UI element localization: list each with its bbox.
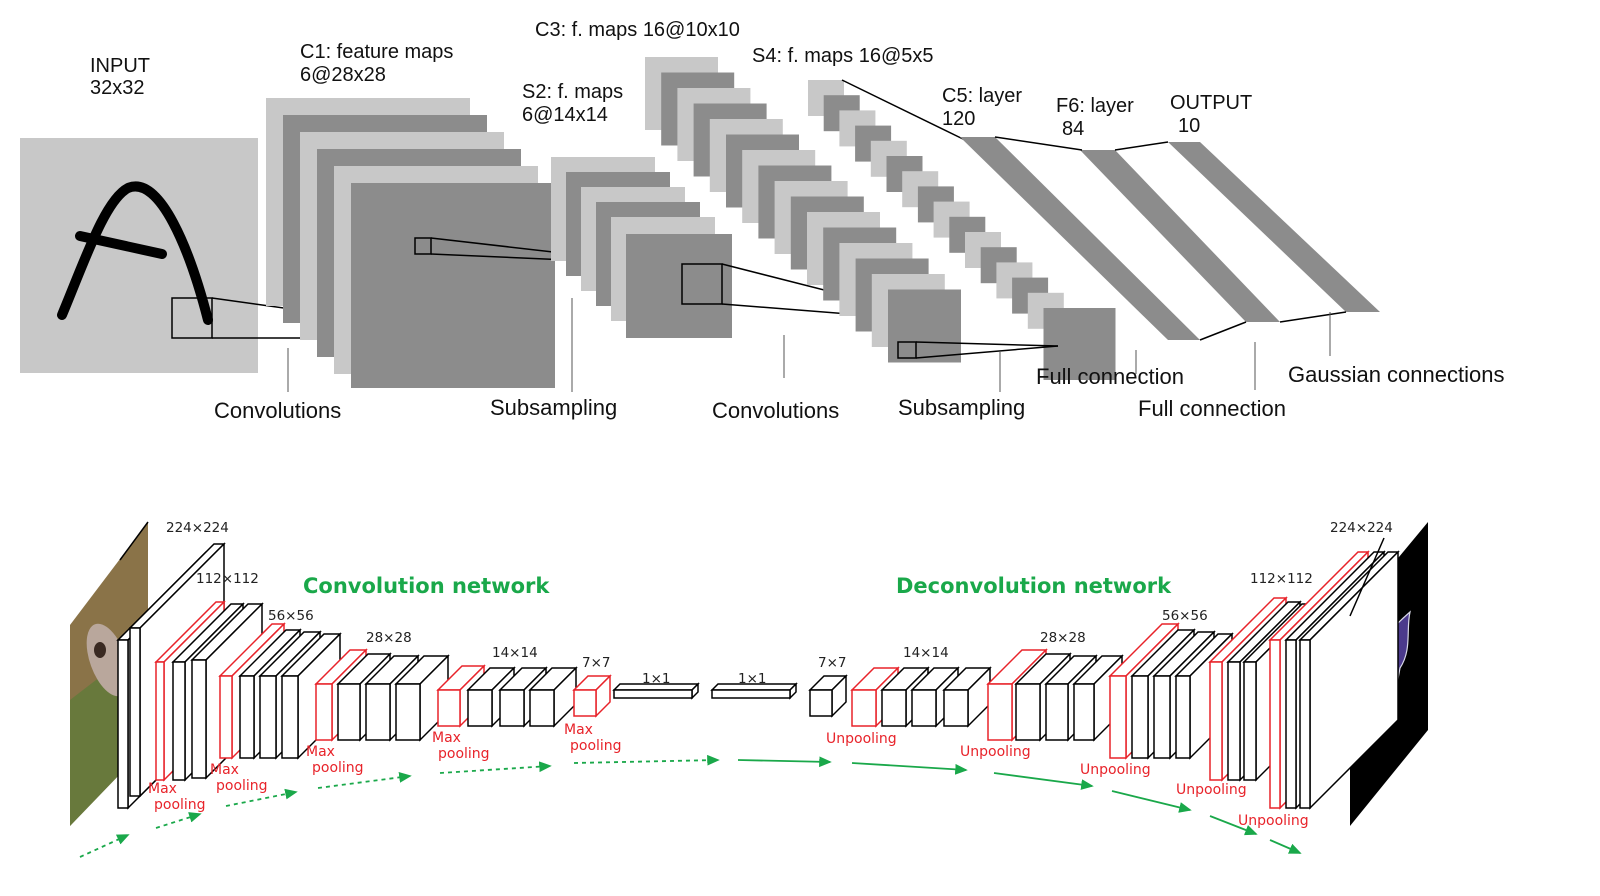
- flow-arrow: [737, 756, 832, 768]
- deconvolution-network-label: Deconvolution network: [896, 574, 1172, 598]
- dec-size-7: 7×7: [818, 655, 847, 671]
- flow-arrow: [1209, 815, 1258, 836]
- receptive-field-box: [171, 297, 213, 339]
- flow-arrow: [993, 772, 1094, 790]
- deconv-layer-7: [808, 674, 848, 718]
- s4-map: [1043, 308, 1116, 380]
- c3-label: C3: f. maps 16@10x10: [535, 19, 740, 41]
- c3-map: [888, 289, 961, 363]
- c5-title: C5: layer: [942, 85, 1022, 107]
- dec-size-14: 14×14: [903, 645, 949, 661]
- flow-arrow: [439, 761, 552, 774]
- fc-layer-1: [612, 682, 700, 700]
- s4-receptive-box: [897, 341, 917, 359]
- unpooling-label-5: Unpooling: [1238, 813, 1309, 829]
- c3-feature-maps: [645, 57, 961, 363]
- conv-layer-14: [528, 666, 578, 728]
- flow-arrow: [79, 834, 130, 858]
- dec-size-1: 1×1: [738, 671, 767, 687]
- max-pooling-label-1: Max pooling: [148, 781, 206, 813]
- max-pooling-label-3: Max pooling: [306, 744, 364, 776]
- enc-size-14: 14×14: [492, 645, 538, 661]
- enc-size-56: 56×56: [268, 608, 314, 624]
- pool-layer-14: [436, 664, 486, 728]
- deconv-layer-224: [1298, 550, 1400, 810]
- c1-title: C1: feature maps: [300, 41, 453, 63]
- output-size: 10: [1178, 115, 1200, 137]
- pool-layer-7: [572, 674, 612, 718]
- c1-feature-maps: [266, 98, 659, 388]
- input-size: 32x32: [90, 77, 145, 99]
- lenet-diagram: INPUT 32x32 C1: feature maps 6@28x28 S2:…: [20, 19, 1504, 423]
- dec-size-224: 224×224: [1330, 520, 1393, 536]
- op-subsampling-2: Subsampling: [898, 395, 1025, 420]
- enc-size-28: 28×28: [366, 630, 412, 646]
- max-pooling-label-2: Max pooling: [210, 762, 268, 794]
- unpooling-label-4: Unpooling: [1176, 782, 1247, 798]
- f6-title: F6: layer: [1056, 95, 1134, 117]
- input-image: [20, 138, 258, 373]
- op-convolutions-2: Convolutions: [712, 398, 839, 423]
- flow-arrow: [573, 754, 720, 766]
- convolution-network-label: Convolution network: [303, 574, 550, 598]
- max-pooling-label-5: Max pooling: [564, 722, 622, 754]
- max-pooling-label-4: Max pooling: [432, 730, 490, 762]
- flow-arrow: [851, 762, 968, 775]
- s4-feature-maps: [808, 80, 1116, 380]
- fc-layer-1: [710, 682, 798, 700]
- c5-size: 120: [942, 108, 975, 130]
- dec-size-28: 28×28: [1040, 630, 1086, 646]
- output-title: OUTPUT: [1170, 92, 1252, 114]
- op-full-connection-2: Full connection: [1138, 396, 1286, 421]
- s2-size: 6@14x14: [522, 104, 608, 126]
- op-convolutions-1: Convolutions: [214, 398, 341, 423]
- flow-arrow: [1269, 839, 1302, 854]
- handwritten-a-glyph: [57, 181, 213, 325]
- dec-size-56: 56×56: [1162, 608, 1208, 624]
- f6-layer: [1080, 150, 1280, 322]
- c1-size: 6@28x28: [300, 64, 386, 86]
- input-title: INPUT: [90, 55, 150, 77]
- flow-arrow: [155, 812, 202, 829]
- op-full-connection-1: Full connection: [1036, 364, 1184, 389]
- dec-size-112: 112×112: [1250, 571, 1313, 587]
- unpooling-label-3: Unpooling: [1080, 762, 1151, 778]
- enc-size-224: 224×224: [166, 520, 229, 536]
- flow-arrow: [1111, 790, 1192, 813]
- c5-layer: [960, 137, 1200, 340]
- flow-arrow: [225, 788, 298, 807]
- s2-title: S2: f. maps: [522, 81, 623, 103]
- unpooling-label-1: Unpooling: [826, 731, 897, 747]
- s4-label: S4: f. maps 16@5x5: [752, 45, 934, 67]
- deconvnet-diagram: Convolution network Deconvolution networ…: [70, 520, 1428, 858]
- s2-feature-maps: [551, 157, 951, 338]
- output-layer: [1168, 142, 1380, 312]
- enc-size-112: 112×112: [196, 571, 259, 587]
- unpooling-label-2: Unpooling: [960, 744, 1031, 760]
- op-gaussian-connections: Gaussian connections: [1288, 362, 1504, 387]
- flow-arrow: [317, 772, 412, 789]
- op-subsampling-1: Subsampling: [490, 395, 617, 420]
- f6-size: 84: [1062, 118, 1084, 140]
- enc-size-1: 1×1: [642, 671, 671, 687]
- enc-size-7: 7×7: [582, 655, 611, 671]
